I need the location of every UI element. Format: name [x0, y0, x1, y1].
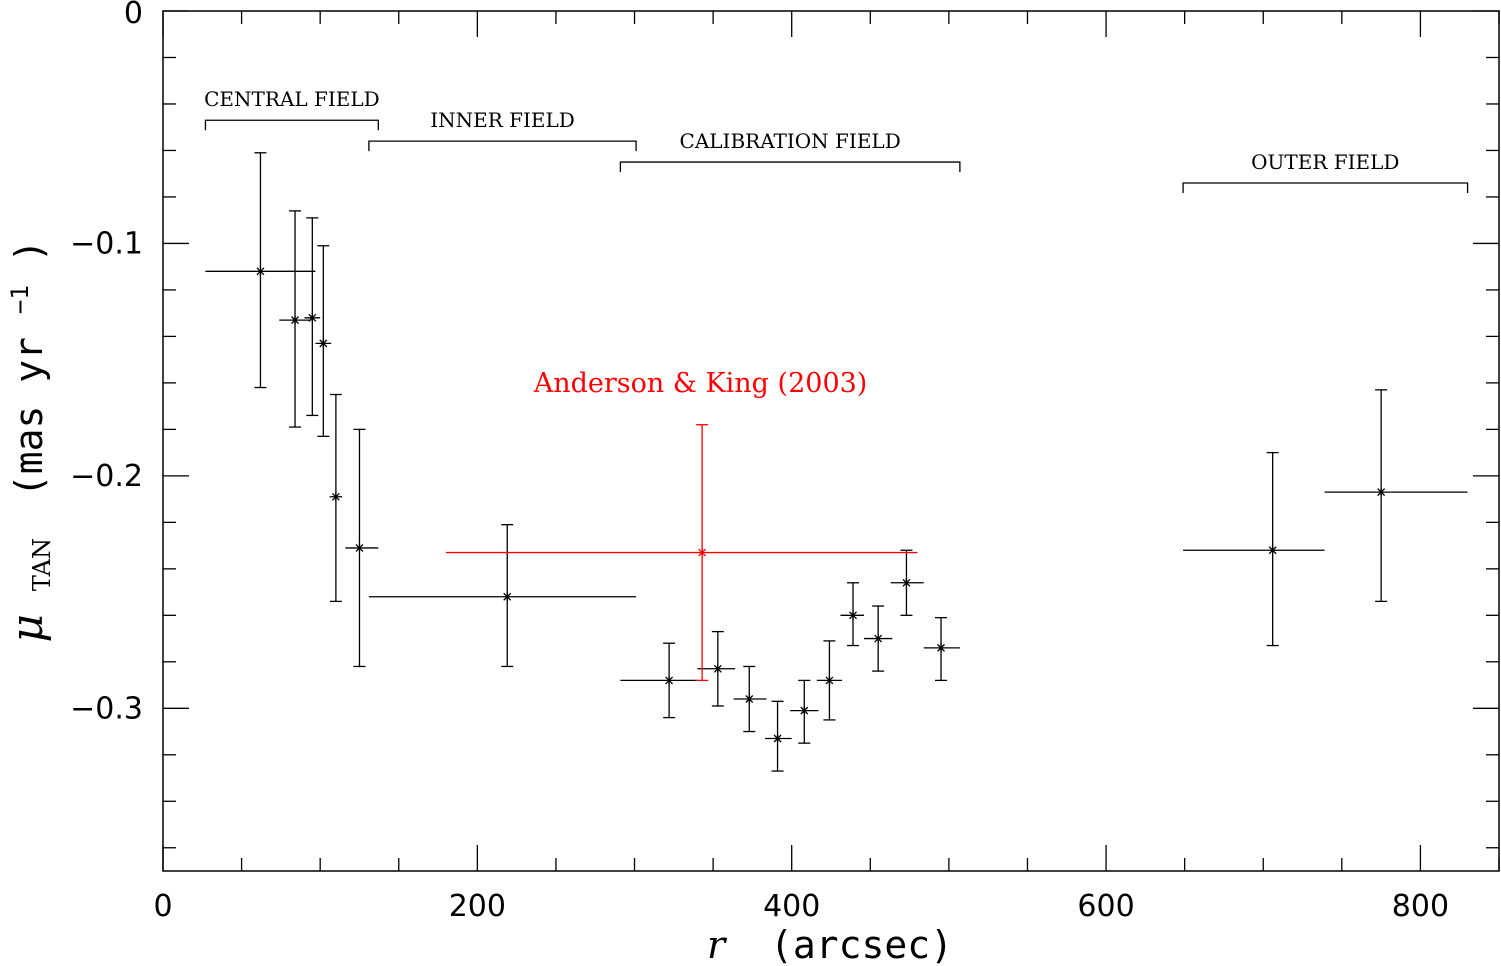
x-tick-label: 600	[1077, 889, 1134, 924]
field-bracket	[204, 119, 379, 131]
data-point	[697, 630, 736, 707]
y-axis-title: μ TAN (mas yr −1 )	[0, 239, 59, 642]
data-point	[1183, 451, 1325, 647]
data-point	[315, 245, 332, 438]
data-point	[733, 665, 767, 733]
data-point	[890, 549, 924, 616]
y-tick-label: −0.3	[70, 691, 143, 726]
tick-labels: 0 200 400 600 800 0 −0.1 −0.2 −0.3	[70, 0, 1449, 924]
field-bracket	[619, 161, 961, 173]
data-point	[329, 393, 343, 603]
x-tick-label: 0	[153, 889, 172, 924]
data-point	[764, 700, 792, 772]
data-point	[368, 524, 637, 668]
y-axis-subscript: TAN	[28, 538, 56, 591]
x-axis-units: (arcsec)	[770, 923, 953, 966]
y-axis-units-close: )	[7, 239, 51, 262]
axis-ticks	[162, 10, 1500, 871]
y-axis-superscript: −1	[6, 285, 34, 314]
annotations: Anderson & King (2003)	[533, 368, 868, 399]
field-bracket	[368, 140, 637, 152]
y-tick-label: −0.2	[70, 459, 143, 494]
field-bracket	[1182, 182, 1469, 193]
plot-frame	[162, 10, 1500, 872]
x-tick-label: 400	[763, 889, 820, 924]
x-tick-label: 800	[1392, 889, 1449, 924]
data-point	[790, 679, 819, 744]
data-point	[304, 217, 321, 417]
data-point	[279, 210, 311, 428]
x-axis-title: r (arcsec)	[707, 923, 953, 966]
data-points	[205, 152, 1468, 772]
data-point	[1324, 389, 1468, 603]
y-tick-label: 0	[124, 0, 143, 31]
data-point	[445, 424, 918, 682]
data-point	[205, 152, 316, 389]
x-axis-variable: r	[707, 923, 728, 966]
y-axis-variable: μ	[2, 614, 53, 643]
y-tick-label: −0.1	[70, 226, 143, 261]
reference-label: Anderson & King (2003)	[533, 368, 868, 399]
field-label: CENTRAL FIELD	[204, 87, 380, 111]
y-axis-units: (mas yr	[7, 337, 51, 497]
field-label: CALIBRATION FIELD	[680, 129, 901, 153]
data-point	[345, 428, 379, 668]
data-point	[840, 582, 865, 647]
field-brackets: CENTRAL FIELD INNER FIELD CALIBRATION FIEL…	[204, 87, 1469, 193]
data-point	[864, 605, 893, 672]
data-point	[923, 616, 960, 682]
data-point	[816, 640, 843, 721]
field-label: OUTER FIELD	[1251, 150, 1399, 174]
data-point	[620, 642, 698, 719]
x-tick-label: 200	[449, 889, 506, 924]
field-label: INNER FIELD	[430, 108, 575, 132]
